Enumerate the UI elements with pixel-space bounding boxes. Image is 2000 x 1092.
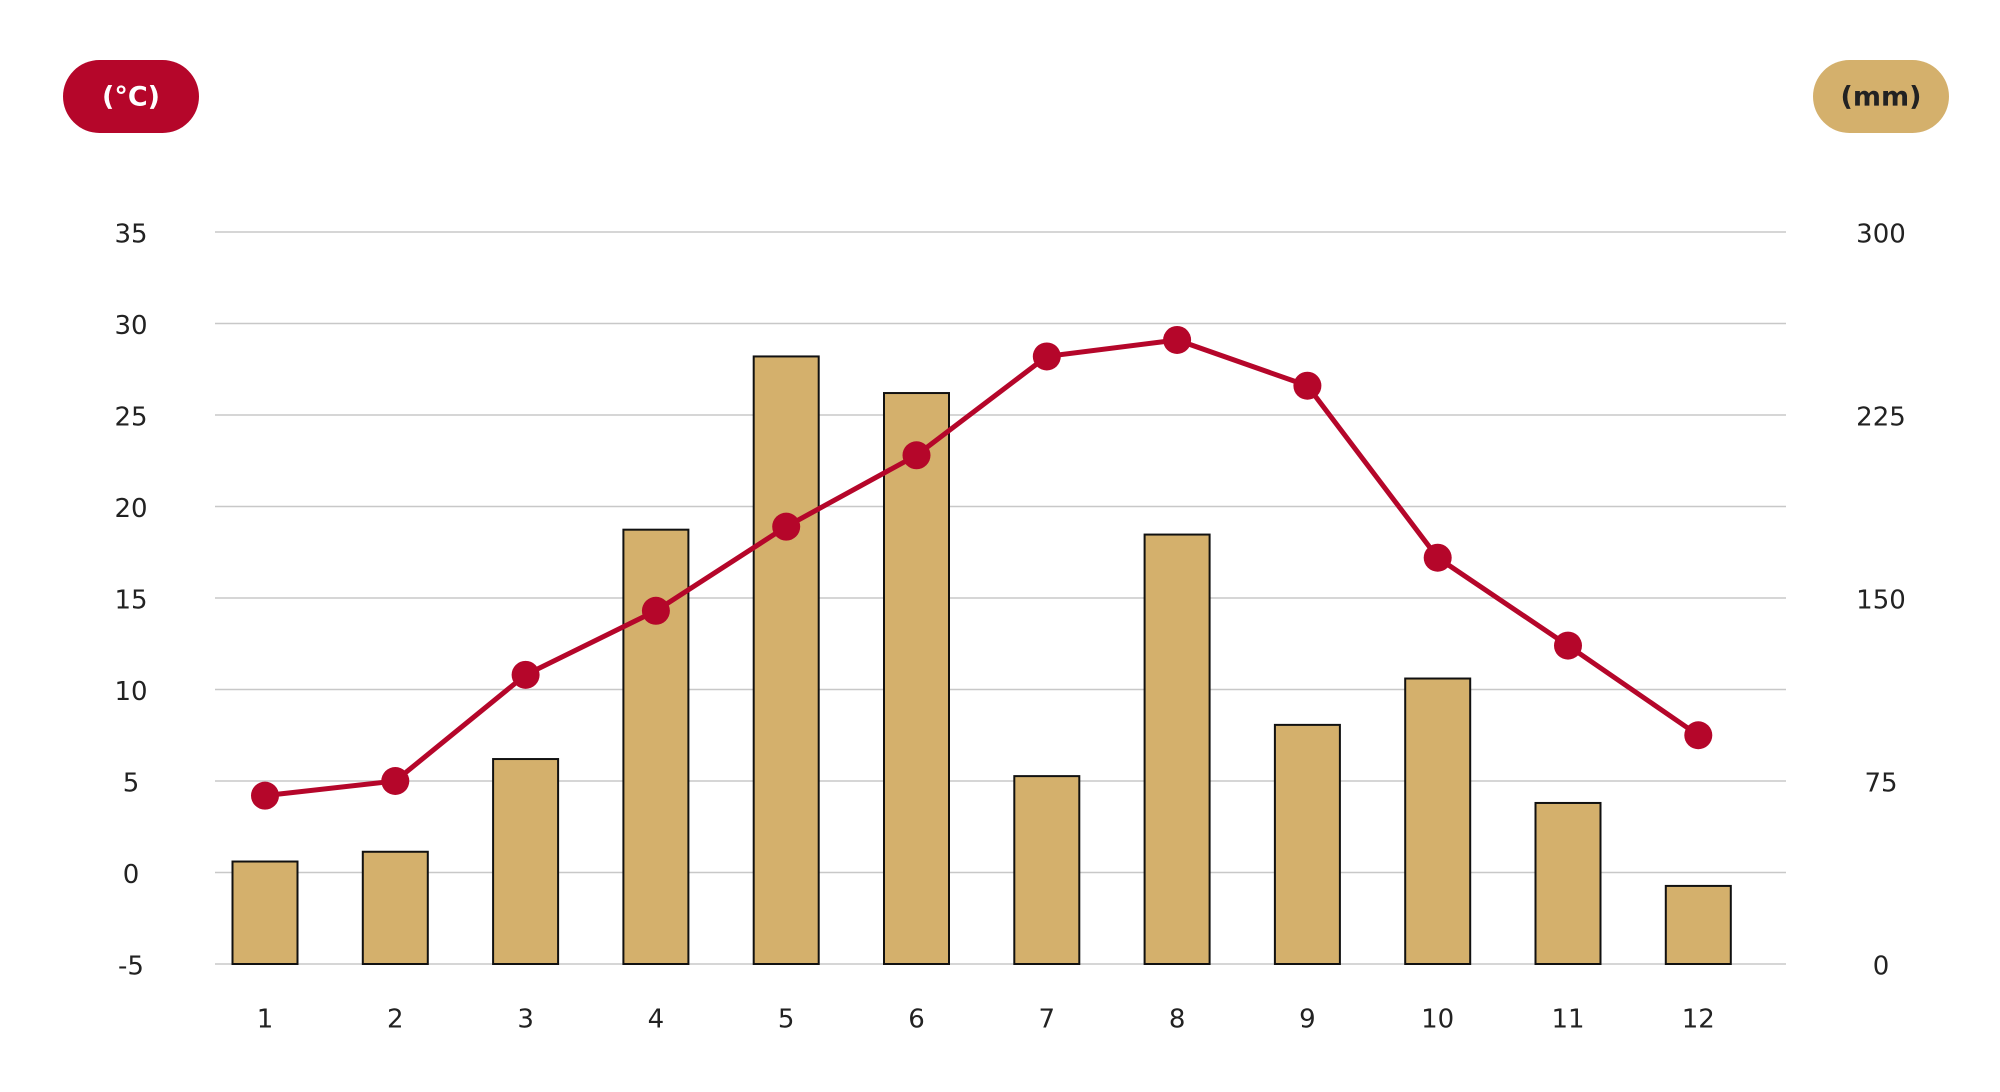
point <box>1684 721 1713 750</box>
point <box>1293 371 1322 400</box>
y-tick-label: 15 <box>114 586 147 616</box>
x-tick-label: 10 <box>1421 1005 1454 1035</box>
x-tick-label: 7 <box>1039 1005 1056 1035</box>
y-tick-label: 20 <box>114 494 147 524</box>
y-tick-label: 25 <box>114 403 147 433</box>
bar <box>752 355 820 965</box>
line <box>264 337 1700 799</box>
y-tick-label: 35 <box>114 220 147 250</box>
bar <box>361 850 429 966</box>
y2-tick-label: 225 <box>1856 403 1906 433</box>
x-tick-label: 12 <box>1682 1005 1715 1035</box>
y-tick-label: 5 <box>123 769 140 799</box>
point <box>1032 342 1061 371</box>
y2-tick-label: 300 <box>1856 220 1906 250</box>
bar <box>1534 801 1602 966</box>
bar <box>1273 723 1341 965</box>
x-tick-label: 6 <box>908 1005 925 1035</box>
point <box>902 441 931 470</box>
bar <box>1143 533 1211 965</box>
x-tick-label: 3 <box>517 1005 534 1035</box>
bar <box>231 860 299 966</box>
point <box>772 512 801 541</box>
point <box>1554 631 1582 660</box>
y2-tick-label: 150 <box>1856 586 1906 616</box>
x-tick-label: 8 <box>1169 1005 1186 1035</box>
y2-tick-label: 0 <box>1873 952 1890 982</box>
bar <box>1013 775 1081 965</box>
y2-tick-label: 75 <box>1864 769 1897 799</box>
y-tick-label: 10 <box>114 677 147 707</box>
y-axis-pill <box>63 60 199 133</box>
x-tick-label: 2 <box>387 1005 404 1035</box>
point <box>1163 325 1192 354</box>
x-tick-label: 5 <box>778 1005 795 1035</box>
point <box>1423 543 1452 572</box>
x-tick-label: 4 <box>648 1005 665 1035</box>
bar <box>1664 884 1732 965</box>
y-tick-label: 0 <box>123 860 140 890</box>
bar <box>883 392 950 966</box>
point <box>641 596 670 625</box>
point <box>381 767 410 795</box>
y-axis-label: (°C) <box>102 82 160 113</box>
bar <box>1404 677 1472 966</box>
y-tick-label: 30 <box>114 311 147 341</box>
point <box>251 781 279 810</box>
y-tick-label: -5 <box>118 952 144 982</box>
point <box>511 660 540 689</box>
x-tick-label: 1 <box>257 1005 274 1035</box>
x-tick-label: 11 <box>1551 1005 1584 1035</box>
y2-axis-label: (mm) <box>1841 82 1922 113</box>
y2-axis-pill <box>1813 60 1949 133</box>
x-tick-label: 9 <box>1299 1005 1316 1035</box>
bar <box>492 758 560 965</box>
